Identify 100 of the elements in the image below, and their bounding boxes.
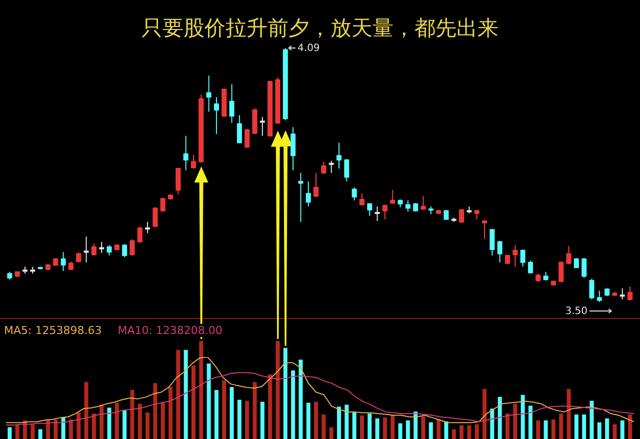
- bar: [382, 417, 387, 439]
- candlestick: [84, 236, 89, 263]
- text: MA5: 1253898.63: [2, 324, 104, 337]
- bar: [620, 420, 624, 439]
- candlestick: [145, 221, 150, 234]
- bar: [452, 429, 456, 439]
- candlestick: [91, 242, 96, 256]
- bar: [590, 400, 594, 439]
- bar: [505, 414, 510, 439]
- candlestick: [160, 197, 166, 212]
- candlestick: [512, 244, 518, 268]
- candlestick: [236, 114, 242, 144]
- bar: [283, 348, 288, 439]
- bar: [184, 350, 188, 439]
- candlestick: [352, 186, 357, 201]
- bar: [544, 420, 548, 439]
- bar: [528, 406, 532, 439]
- bar: [436, 419, 441, 439]
- bar: [306, 402, 310, 439]
- bar: [390, 415, 395, 439]
- candlestick: [490, 228, 495, 256]
- candlestick: [367, 202, 372, 216]
- candlestick: [574, 258, 579, 268]
- candlestick: [130, 238, 135, 256]
- candlestick: [260, 116, 265, 136]
- candlestick: [482, 220, 488, 240]
- bar: [15, 424, 20, 439]
- bar: [360, 415, 364, 439]
- bar: [406, 420, 410, 439]
- candlestick: [336, 142, 342, 170]
- bar: [536, 420, 540, 439]
- bar: [268, 374, 272, 439]
- bar: [146, 412, 150, 439]
- bar: [368, 414, 372, 439]
- bar: [260, 402, 264, 439]
- candlestick: [252, 108, 258, 135]
- candlestick: [298, 172, 304, 222]
- bar: [421, 416, 426, 439]
- candlestick: [76, 252, 82, 263]
- bar: [76, 412, 81, 439]
- bar: [398, 423, 402, 439]
- bar: [566, 389, 571, 439]
- bar: [322, 414, 326, 439]
- candlestick: [589, 278, 594, 300]
- bar: [92, 414, 96, 439]
- bar: [160, 402, 165, 439]
- bar: [206, 364, 211, 439]
- bar: [291, 370, 296, 439]
- bar: [329, 427, 334, 439]
- candlestick: [628, 286, 633, 301]
- bar: [214, 390, 218, 439]
- bar: [176, 350, 180, 439]
- bar: [490, 408, 494, 439]
- bar: [107, 408, 112, 439]
- candlestick: [558, 261, 564, 283]
- bar: [344, 404, 349, 439]
- bar: [138, 404, 142, 439]
- bar: [130, 390, 134, 439]
- candlestick: [374, 206, 380, 222]
- bar: [444, 421, 448, 439]
- bar: [482, 389, 487, 439]
- candlestick: [206, 75, 212, 112]
- candlestick: [122, 244, 128, 258]
- bar: [375, 418, 380, 439]
- bar: [46, 419, 50, 439]
- bar: [68, 419, 73, 439]
- text: MA10: 1238208.00: [116, 324, 224, 337]
- bar: [474, 424, 479, 439]
- annotation: 4.09: [298, 43, 320, 54]
- candlestick: [620, 288, 625, 300]
- candlestick: [306, 180, 311, 207]
- candlestick: [321, 161, 326, 174]
- candlestick: [106, 244, 112, 256]
- bar: [252, 382, 257, 439]
- bar: [61, 417, 66, 439]
- bar: [245, 400, 250, 439]
- bar: [337, 406, 341, 439]
- bar: [114, 402, 119, 439]
- candlestick: [176, 167, 181, 195]
- candlestick: [596, 290, 602, 302]
- bar: [199, 341, 204, 439]
- bar: [520, 394, 525, 439]
- candlestick: [582, 258, 587, 278]
- bar: [498, 396, 502, 439]
- bar: [559, 414, 564, 439]
- bar: [582, 414, 586, 439]
- bar: [612, 424, 617, 439]
- bar: [352, 412, 356, 439]
- bar: [276, 341, 280, 439]
- candlestick: [60, 252, 66, 272]
- candlestick: [405, 200, 410, 212]
- candlestick: [520, 248, 526, 268]
- bar: [574, 414, 578, 439]
- candlestick: [244, 128, 250, 148]
- bar: [153, 383, 158, 439]
- candlestick: [183, 135, 188, 171]
- bar: [122, 410, 127, 439]
- bar: [428, 422, 433, 439]
- bar: [605, 418, 610, 439]
- bar: [597, 422, 602, 439]
